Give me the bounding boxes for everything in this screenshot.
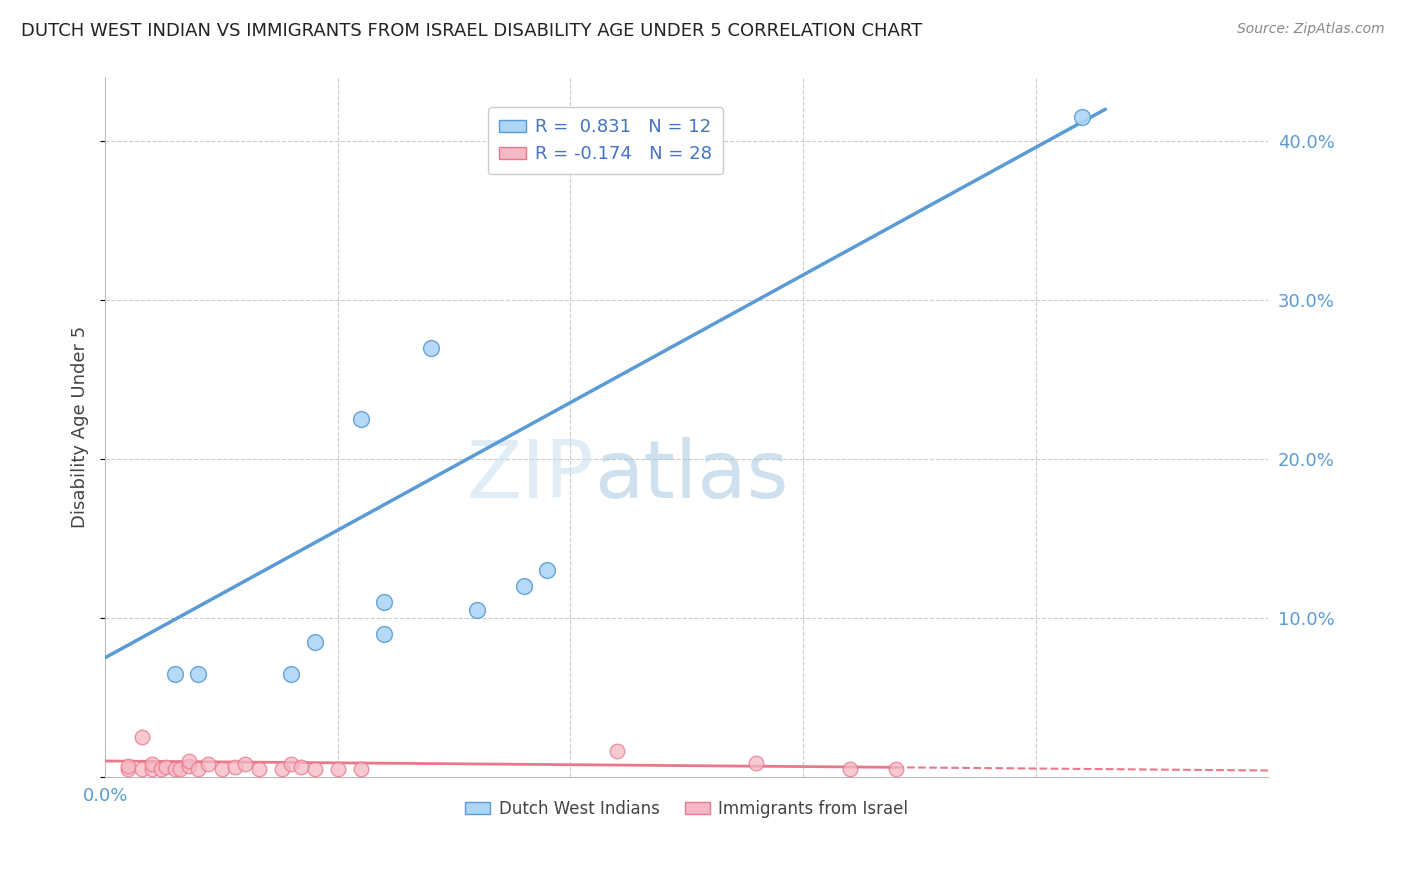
Text: atlas: atlas [593,437,787,515]
Point [606,744,628,758]
Point [838,762,860,776]
Point [467,603,489,617]
Point [141,762,163,776]
Point [163,666,186,681]
Point [280,757,302,772]
Point [117,758,139,772]
Point [373,627,395,641]
Point [350,412,373,426]
Point [211,762,233,776]
Point [187,762,209,776]
Point [247,762,270,776]
Point [304,634,326,648]
Point [141,757,163,772]
Point [150,762,173,776]
Point [163,762,186,776]
Point [177,758,200,772]
Point [233,757,256,772]
Text: DUTCH WEST INDIAN VS IMMIGRANTS FROM ISRAEL DISABILITY AGE UNDER 5 CORRELATION C: DUTCH WEST INDIAN VS IMMIGRANTS FROM ISR… [21,22,922,40]
Point [131,730,153,744]
Point [131,762,153,776]
Point [117,762,139,776]
Point [745,756,768,770]
Point [884,762,907,776]
Point [224,760,246,774]
Point [536,563,558,577]
Legend: Dutch West Indians, Immigrants from Israel: Dutch West Indians, Immigrants from Isra… [458,793,915,824]
Point [187,666,209,681]
Point [513,579,536,593]
Text: ZIP: ZIP [467,437,593,515]
Point [304,762,326,776]
Text: Source: ZipAtlas.com: Source: ZipAtlas.com [1237,22,1385,37]
Point [271,762,294,776]
Point [169,762,191,776]
Y-axis label: Disability Age Under 5: Disability Age Under 5 [72,326,89,528]
Point [1071,110,1094,124]
Point [326,762,349,776]
Point [373,595,395,609]
Point [197,757,219,772]
Point [280,666,302,681]
Point [177,754,200,768]
Point [350,762,373,776]
Point [290,760,312,774]
Point [419,341,441,355]
Point [155,760,177,774]
